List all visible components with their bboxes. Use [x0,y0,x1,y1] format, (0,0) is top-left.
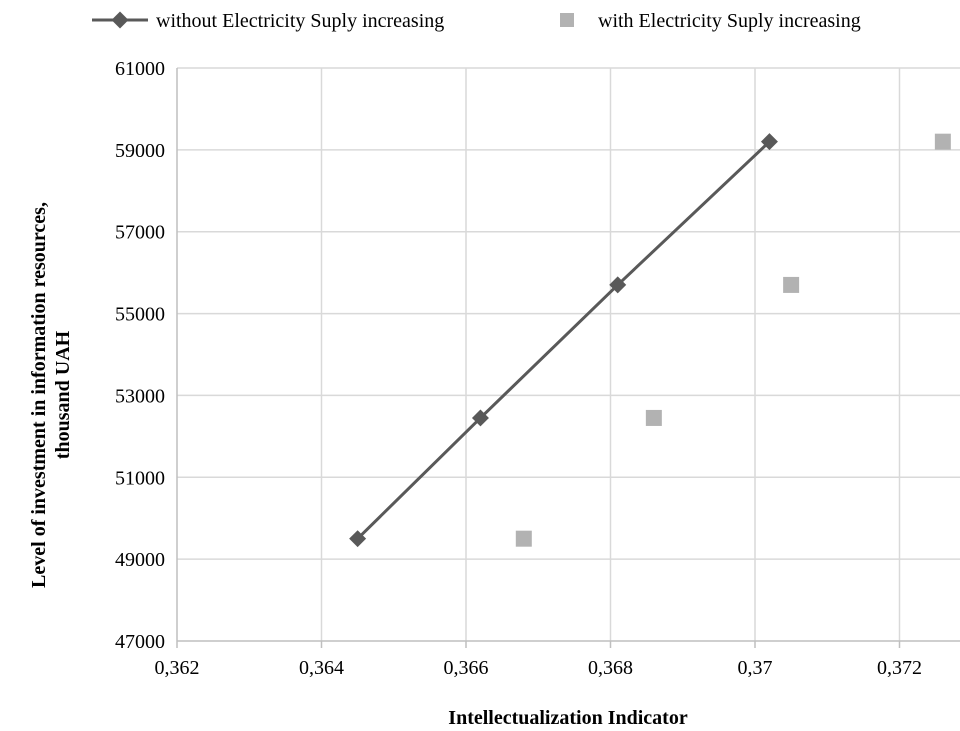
y-tick-label: 55000 [115,304,165,326]
series-marks [349,133,951,548]
y-tick-label: 57000 [115,222,165,244]
diamond-marker [349,530,367,548]
x-tick-label: 0,364 [299,657,344,679]
y-tick-labels: 47000 49000 51000 53000 55000 57000 59000 61000 [115,58,165,653]
square-marker [934,133,951,150]
y-tick-label: 59000 [115,140,165,162]
legend-square-swatch [560,13,574,27]
x-tick-labels: 0,362 0,364 0,366 0,368 0,37 0,372 [155,657,923,679]
diamond-marker [760,133,778,151]
x-tick-label: 0,37 [738,657,773,679]
legend-label-without: without Electricity Suply increasing [156,10,444,32]
square-marker [783,276,800,293]
legend-diamond-swatch [111,11,129,29]
x-tick-label: 0,368 [588,657,633,679]
y-tick-label: 47000 [115,631,165,653]
x-tick-label: 0,362 [155,657,200,679]
y-axis-title-line-1: Level of investment in information resou… [28,202,50,588]
square-marker [515,530,532,547]
y-tick-label: 61000 [115,58,165,80]
square-marker [645,409,662,426]
x-axis-title: Intellectualization Indicator [448,707,688,729]
series-line-without [356,140,771,540]
legend: without Electricity Suply increasing wit… [92,10,861,32]
x-tick-label: 0,372 [877,657,922,679]
y-tick-label: 49000 [115,549,165,571]
diamond-marker [471,409,489,427]
y-axis-title-line-2: thousand UAH [52,330,74,459]
x-tick-label: 0,366 [444,657,489,679]
y-tick-label: 53000 [115,385,165,407]
grid-lines [177,67,960,641]
legend-label-with: with Electricity Suply increasing [598,10,861,32]
diamond-marker [609,276,627,294]
y-axis-title-group: Level of investment in information resou… [28,202,74,588]
y-tick-label: 51000 [115,467,165,489]
axes [176,68,960,648]
